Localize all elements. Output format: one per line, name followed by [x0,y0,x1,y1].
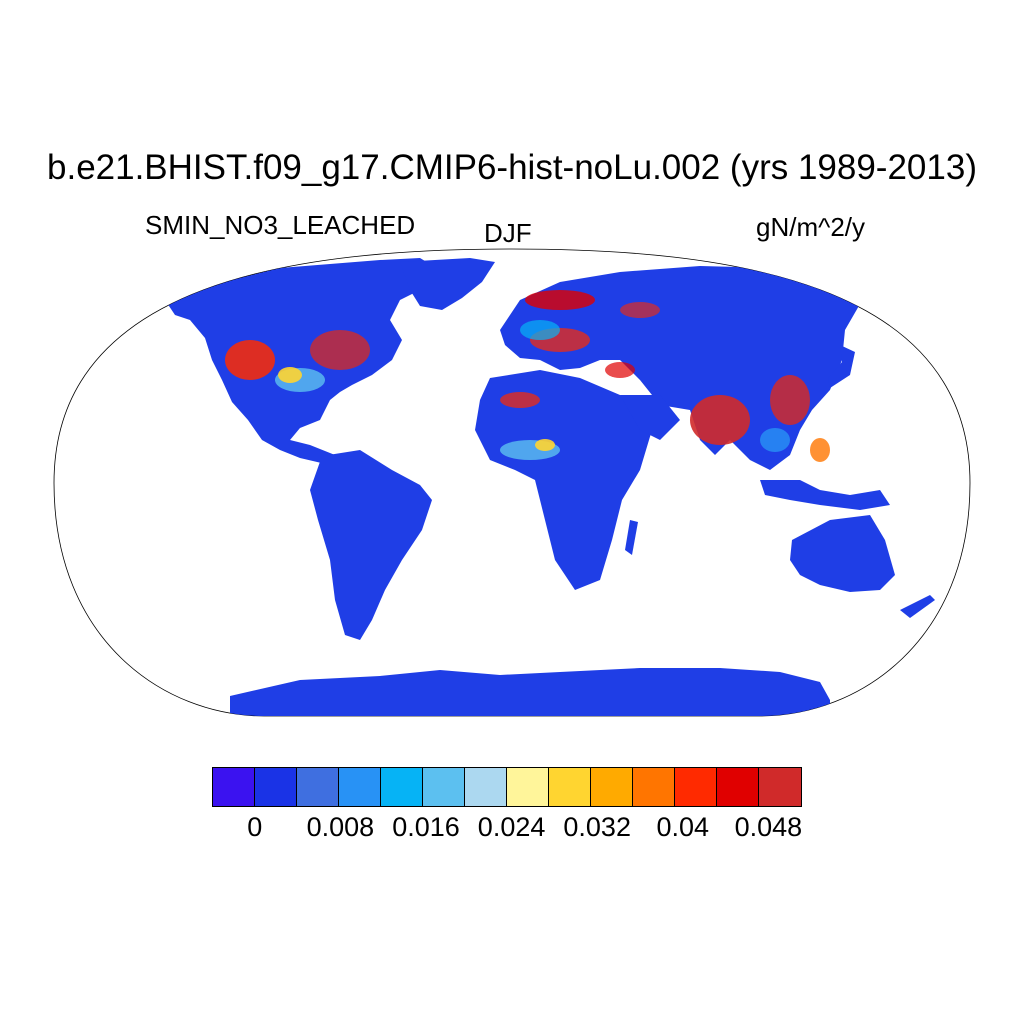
maritime-continent [760,480,890,510]
colorbar-box [549,768,591,806]
greenland [400,258,495,310]
colorbar-box [255,768,297,806]
colorbar [212,767,802,807]
antarctica [230,668,830,716]
plot-title: b.e21.BHIST.f09_g17.CMIP6-hist-noLu.002 … [47,148,977,187]
hotspots [225,290,830,462]
colorbar-tick-label: 0.024 [477,812,546,842]
colorbar-box [675,768,717,806]
south-america [310,450,432,640]
colorbar-box [717,768,759,806]
colorbar-tick-label: 0.016 [392,812,460,842]
variable-label: SMIN_NO3_LEACHED [145,210,416,240]
arabia [620,395,680,440]
colorbar-tick-label: 0.008 [306,812,375,842]
season-label: DJF [484,218,532,248]
colorbar-box [465,768,507,806]
madagascar [625,520,638,555]
colorbar-tick-label: 0.048 [734,812,803,842]
colorbar-box [339,768,381,806]
japan [828,345,855,388]
colorbar-box [633,768,675,806]
colorbar-box [507,768,549,806]
colorbar-tick-label: 0.04 [656,812,710,842]
africa [475,370,655,590]
colorbar-box [213,768,255,806]
north-america [165,258,440,465]
units-label: gN/m^2/y [756,212,866,242]
colorbar-tick-label: 0.032 [563,812,631,842]
colorbar-box [297,768,339,806]
colorbar-box [591,768,633,806]
australia [790,515,895,592]
colorbar-box [381,768,423,806]
new-zealand [900,595,935,618]
colorbar-box [759,768,801,806]
colorbar-box [423,768,465,806]
colorbar-tick-label: 0 [247,812,263,842]
